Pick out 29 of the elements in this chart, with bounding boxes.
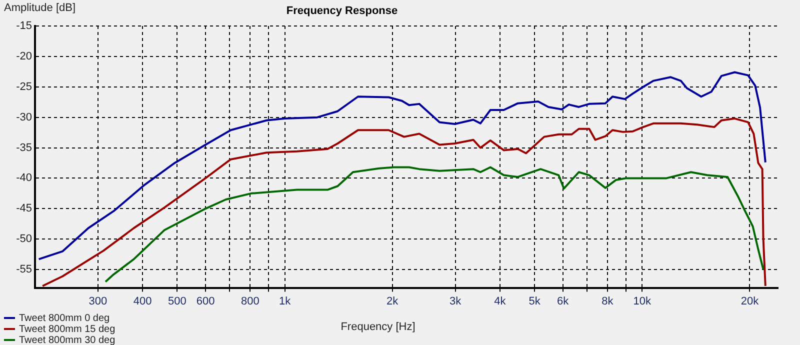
x-tick-label: 2k <box>386 295 399 308</box>
y-tick-label: -20 <box>16 50 32 62</box>
y-tick-label: -15 <box>16 20 32 32</box>
x-tick-label: 20k <box>740 295 760 308</box>
x-tick-label: 4k <box>494 295 506 308</box>
y-tick-label: -45 <box>16 202 32 215</box>
x-axis-title: Frequency [Hz] <box>340 321 416 334</box>
y-tick-label: -30 <box>16 111 32 124</box>
y-tick-label: -55 <box>16 264 32 276</box>
chart-title: Frequency Response <box>286 5 398 18</box>
y-tick-label: -35 <box>16 142 32 154</box>
x-tick-label: 8k <box>602 295 614 308</box>
legend-label: Tweet 800mm 15 deg <box>19 324 116 335</box>
x-tick-label: 800 <box>240 295 260 308</box>
y-axis-title: Amplitude [dB] <box>4 2 76 14</box>
x-tick-label: 600 <box>196 295 215 308</box>
x-tick-label: 400 <box>133 295 152 308</box>
x-tick-label: 3k <box>449 295 462 308</box>
legend-label: Tweet 800mm 0 deg <box>19 312 110 324</box>
legend-label: Tweet 800mm 30 deg <box>19 334 116 345</box>
y-tick-label: -25 <box>16 80 32 93</box>
y-tick-label: -50 <box>16 233 32 246</box>
x-tick-label: 6k <box>557 295 570 308</box>
y-tick-label: -40 <box>16 172 32 184</box>
x-tick-label: 500 <box>168 295 186 308</box>
x-tick-label: 10k <box>633 295 652 308</box>
x-tick-label: 1k <box>278 295 292 308</box>
x-tick-label: 300 <box>88 295 108 308</box>
x-tick-label: 5k <box>528 295 541 308</box>
